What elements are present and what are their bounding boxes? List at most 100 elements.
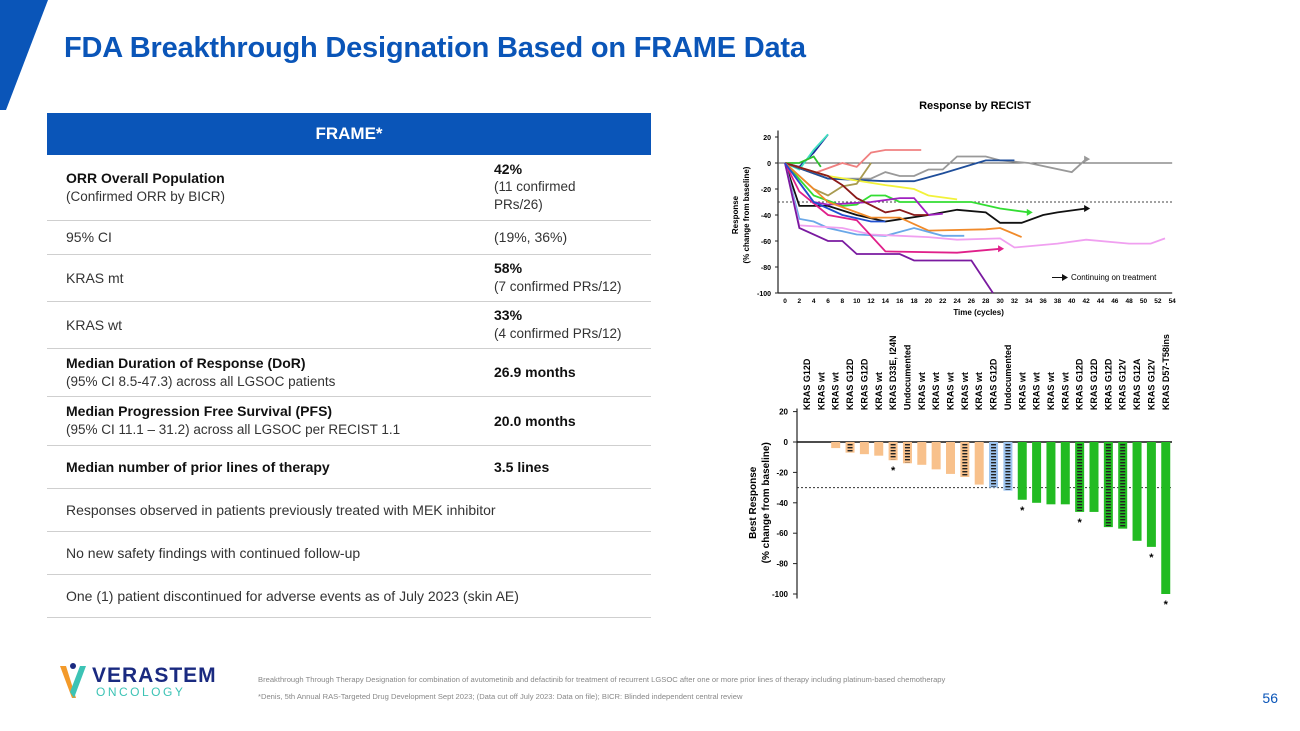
- bar-hatch: [904, 443, 910, 463]
- series-line: [784, 162, 943, 216]
- row-label: Median Progression Free Survival (PFS): [66, 403, 333, 419]
- series-line: [784, 162, 1029, 214]
- footnote: *Denis, 5th Annual RAS-Targeted Drug Dev…: [258, 692, 743, 701]
- table-row: KRAS wt 33% (4 confirmed PRs/12): [47, 301, 651, 349]
- bar: [946, 442, 955, 474]
- row-sublabel: (Confirmed ORR by BICR): [66, 188, 226, 204]
- bar-category-label: KRAS wt: [1060, 372, 1070, 410]
- bar-category-label: KRAS G12D: [802, 358, 812, 410]
- row-value: 42%: [494, 161, 523, 178]
- page-number: 56: [1262, 690, 1278, 706]
- y-tick-label: 20: [779, 408, 788, 417]
- row-subvalue: (4 confirmed PRs/12): [494, 326, 622, 341]
- bar: [931, 442, 941, 470]
- row-value: 26.9 months: [494, 364, 576, 380]
- x-tick-label: 22: [939, 298, 947, 305]
- bar: [1089, 442, 1099, 512]
- star-annotation: *: [1149, 552, 1154, 564]
- x-tick-label: 54: [1169, 298, 1177, 305]
- x-tick-label: 28: [982, 298, 990, 305]
- x-tick-label: 4: [812, 298, 816, 305]
- x-tick-label: 0: [783, 298, 787, 305]
- y-axis-label: Best Response: [748, 466, 759, 539]
- series-line: [784, 162, 1166, 249]
- series-line: [784, 162, 886, 223]
- bar-category-label: KRAS wt: [960, 372, 970, 410]
- series-line: [784, 133, 829, 168]
- series-line: [784, 162, 965, 237]
- bar-hatch: [962, 443, 968, 476]
- series-line: [784, 159, 1015, 183]
- logo-sub: ONCOLOGY: [96, 685, 186, 699]
- bar-category-label: KRAS D33E, I24N: [888, 336, 898, 411]
- bar-category-label: Undocumented: [902, 345, 912, 411]
- row-label: ORR Overall Population: [66, 169, 225, 186]
- bar: [1132, 442, 1142, 541]
- x-tick-label: 20: [925, 298, 933, 305]
- bar: [974, 442, 984, 485]
- bar-hatch: [1105, 443, 1111, 527]
- table-note: Responses observed in patients previousl…: [47, 488, 651, 532]
- star-annotation: *: [891, 465, 896, 477]
- row-subvalue: (7 confirmed PRs/12): [494, 279, 622, 294]
- series-line: [784, 162, 1001, 254]
- bar: [917, 442, 927, 465]
- bar-category-label: KRAS wt: [874, 372, 884, 410]
- row-value: 58%: [494, 260, 523, 276]
- bar: [1017, 442, 1027, 500]
- star-annotation: *: [1020, 505, 1025, 517]
- note-text: Responses observed in patients previousl…: [47, 488, 651, 532]
- bar-category-label: KRAS D57-T58ins: [1161, 334, 1171, 410]
- bar-category-label: KRAS G12A: [1132, 358, 1142, 410]
- y-tick-label: -20: [761, 187, 771, 194]
- table-row: Median number of prior lines of therapy 3…: [47, 445, 651, 489]
- y-tick-label: 0: [767, 161, 771, 168]
- bar-category-label: KRAS wt: [974, 372, 984, 410]
- bar-category-label: KRAS G12D: [1075, 358, 1085, 410]
- row-sublabel: (95% CI 11.1 – 31.2) across all LGSOC pe…: [66, 422, 401, 437]
- bar: [1118, 442, 1128, 529]
- row-value: 3.5 lines: [494, 458, 550, 475]
- bar-category-label: KRAS wt: [931, 372, 941, 410]
- row-value: 33%: [494, 307, 523, 323]
- logo-mark-icon: [60, 663, 86, 698]
- y-tick-label: -20: [776, 468, 788, 477]
- bar: [1032, 442, 1042, 503]
- row-value: 20.0 months: [494, 412, 576, 429]
- x-tick-label: 48: [1126, 298, 1134, 305]
- y-tick-label: 20: [763, 135, 771, 142]
- series-line: [784, 162, 872, 197]
- series-line: [784, 149, 922, 175]
- bar-category-label: KRAS G12V: [1146, 359, 1156, 410]
- x-tick-label: 8: [841, 298, 845, 305]
- series-line: [784, 162, 1087, 224]
- table-row: KRAS mt 58% (7 confirmed PRs/12): [47, 254, 651, 302]
- frame-table: FRAME* ORR Overall Population (Confirmed …: [47, 113, 651, 618]
- x-tick-label: 30: [996, 298, 1004, 305]
- series-line: [784, 162, 994, 294]
- bar-category-label: Undocumented: [1003, 345, 1013, 411]
- bar-hatch: [1120, 443, 1126, 528]
- y-tick-label: -60: [761, 239, 771, 246]
- bar-category-label: KRAS wt: [1017, 372, 1027, 410]
- legend-label: Continuing on treatment: [1071, 273, 1157, 282]
- bar-category-label: KRAS wt: [831, 372, 841, 410]
- bar: [859, 442, 869, 455]
- x-tick-label: 34: [1025, 298, 1033, 305]
- x-tick-label: 26: [968, 298, 976, 305]
- bar-category-label: KRAS wt: [917, 372, 927, 410]
- bar-category-label: KRAS G12V: [1118, 359, 1128, 410]
- table-header: FRAME*: [47, 113, 651, 155]
- page-title: FDA Breakthrough Designation Based on FR…: [64, 32, 806, 64]
- x-tick-label: 6: [826, 298, 830, 305]
- y-tick-label: -80: [776, 560, 788, 569]
- star-annotation: *: [1164, 599, 1169, 611]
- y-tick-label: -40: [776, 499, 788, 508]
- row-label: 95% CI: [47, 220, 478, 255]
- y-axis-label: (% change from baseline): [742, 166, 751, 263]
- star-annotation: *: [1078, 517, 1083, 529]
- series-line: [784, 162, 958, 201]
- bar-category-label: KRAS wt: [1046, 372, 1056, 410]
- corner-accent: [0, 0, 48, 110]
- x-tick-label: 36: [1040, 298, 1048, 305]
